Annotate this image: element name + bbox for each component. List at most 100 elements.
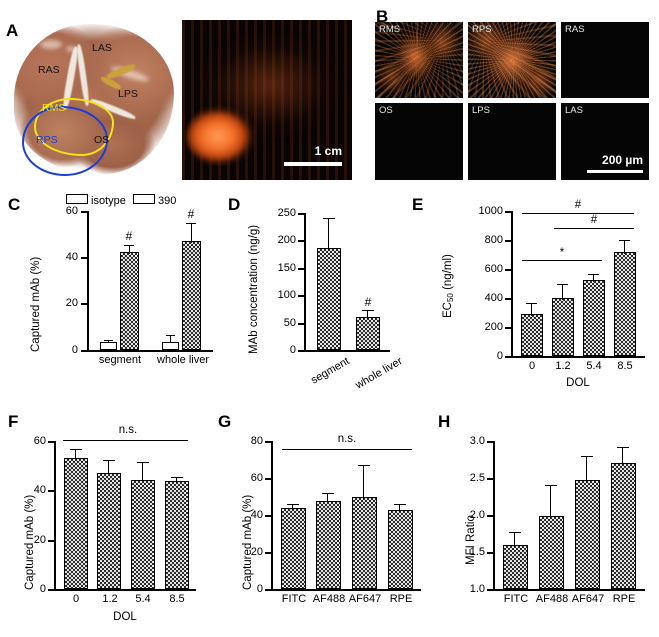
- chart-g-errorbar: [363, 465, 365, 499]
- chart-h-errorbar: [514, 532, 516, 547]
- chart-g-sigline: [282, 449, 412, 451]
- chart-g-ytick-label: 20: [250, 546, 263, 558]
- chart-e-ytick-label: 800: [484, 234, 503, 246]
- chart-g-errorbar-cap: [287, 504, 299, 506]
- chart-c-ytick-label: 0: [71, 344, 78, 356]
- chart-e-errorbar-cap: [588, 274, 599, 276]
- chart-h-errorbar-cap: [581, 456, 593, 458]
- chart-g-ytick: [265, 441, 272, 443]
- chart-c-legend-swatch-390: [133, 194, 155, 204]
- chart-d-ytick: [298, 240, 305, 242]
- chart-e-ytick: [505, 240, 512, 242]
- panel-label-e: E: [412, 195, 424, 214]
- chart-e-ytick-label: 0: [496, 350, 503, 362]
- chart-d-bar-segment: [317, 248, 341, 350]
- micrograph-label: RMS: [379, 24, 401, 35]
- chart-f-errorbar: [142, 462, 144, 481]
- chart-e-bar-1: [552, 298, 574, 356]
- chart-d-ytick-label: 150: [277, 262, 296, 274]
- chart-g-xtick-label: FITC: [281, 593, 307, 605]
- chart-h-ytick-label: 2.0: [469, 509, 485, 521]
- chart-c-xtick-label: segment: [98, 354, 142, 366]
- chart-g-errorbar: [399, 504, 401, 512]
- scalebar-200um: [587, 169, 643, 173]
- chart-e-errorbar-cap: [526, 303, 537, 305]
- micrograph-label: OS: [379, 105, 393, 116]
- chart-g-xtick-label: AF647: [348, 593, 382, 605]
- chart-f-errorbar-cap: [70, 449, 82, 451]
- chart-e-sigline-0-54: [522, 260, 602, 262]
- chart-d-errorbar: [367, 310, 369, 319]
- chart-f-ytick: [48, 490, 55, 492]
- chart-e-ylabel: EC50 (ng/ml): [442, 254, 455, 318]
- chart-g-errorbar-cap: [358, 465, 370, 467]
- chart-h-ytick: [487, 589, 494, 591]
- chart-c-bar-390-segment: [120, 252, 139, 350]
- chart-e-bar-0: [521, 314, 543, 356]
- chart-h-errorbar-cap: [545, 485, 557, 487]
- chart-f-bar-0: [64, 458, 88, 589]
- chart-h-xtick-label: AF488: [535, 593, 569, 605]
- chart-g-bar-fitc: [281, 508, 306, 589]
- chart-d-ytick: [298, 350, 305, 352]
- chart-e-sigtext-star: *: [559, 247, 565, 259]
- chart-e-ytick: [505, 211, 512, 213]
- micrograph-rps: RPS: [468, 22, 556, 98]
- micrograph-las: LAS 200 µm: [561, 103, 649, 180]
- chart-c-errorbar-cap: [186, 223, 196, 225]
- panel-label-c: C: [8, 195, 21, 214]
- chart-f-x-axis: [54, 589, 196, 591]
- chart-e-errorbar: [624, 240, 626, 254]
- chart-f-bar-2: [131, 480, 155, 589]
- chart-f-ytick-label: 20: [33, 534, 46, 546]
- chart-h-x-axis: [493, 589, 645, 591]
- chart-g-ytick-label: 60: [250, 472, 263, 484]
- micrograph-label: LAS: [565, 105, 583, 116]
- chart-c-errorbar: [170, 335, 172, 343]
- chart-d-xtick-label: whole liver: [353, 355, 405, 392]
- chart-d-ytick-label: 0: [289, 344, 296, 356]
- chart-f-errorbar: [108, 460, 110, 474]
- segment-label-rps: RPS: [36, 134, 58, 146]
- micrograph-label: RPS: [472, 24, 492, 35]
- chart-d-errorbar-cap: [362, 310, 374, 312]
- chart-g-ytick: [265, 478, 272, 480]
- chart-g-ytick-label: 80: [250, 435, 263, 447]
- chart-d-errorbar: [328, 218, 330, 250]
- chart-d-errorbar-cap: [323, 218, 335, 220]
- panel-label-h: H: [438, 412, 451, 431]
- chart-e-errorbar: [531, 303, 533, 316]
- chart-g-bar-af647: [352, 497, 377, 589]
- chart-g-errorbar-cap: [394, 504, 406, 506]
- chart-f-y-axis: [54, 441, 56, 591]
- chart-c-ytick: [81, 211, 88, 213]
- chart-g-ytick: [265, 589, 272, 591]
- chart-f-bar-1: [97, 473, 121, 589]
- chart-f-ytick: [48, 540, 55, 542]
- chart-h-errorbar: [622, 447, 624, 465]
- chart-d-ylabel: MAb concentration (ng/g): [248, 224, 260, 354]
- chart-e-x-axis: [511, 356, 645, 358]
- chart-c-errorbar-cap: [124, 245, 134, 247]
- chart-c-y-axis: [87, 211, 89, 352]
- chart-d-y-axis: [304, 213, 306, 352]
- micrograph-lps: LPS: [468, 103, 556, 180]
- chart-c-ytick: [81, 303, 88, 305]
- chart-h-ytick-label: 3.0: [469, 435, 485, 447]
- micrograph-rms: RMS: [375, 22, 463, 98]
- chart-d-ytick-label: 200: [277, 234, 296, 246]
- chart-f-xtick-label: 1.2: [102, 593, 118, 605]
- chart-e-ytick-label: 1000: [478, 205, 503, 217]
- chart-h-ytick-label: 2.5: [469, 472, 485, 484]
- chart-f-ytick-label: 60: [33, 435, 46, 447]
- chart-g-x-axis: [271, 589, 421, 591]
- chart-c-ytick: [81, 350, 88, 352]
- chart-d-ytick: [298, 268, 305, 270]
- chart-h-xtick-label: AF647: [571, 593, 605, 605]
- chart-e-sigline-12-85: [554, 228, 634, 230]
- chart-f-xlabel: DOL: [113, 611, 137, 623]
- micrograph-label: LPS: [472, 105, 490, 116]
- chart-c-legend-label-isotype: isotype: [91, 195, 126, 207]
- micrograph-os: OS: [375, 103, 463, 180]
- scalebar-200um-label: 200 µm: [602, 153, 643, 167]
